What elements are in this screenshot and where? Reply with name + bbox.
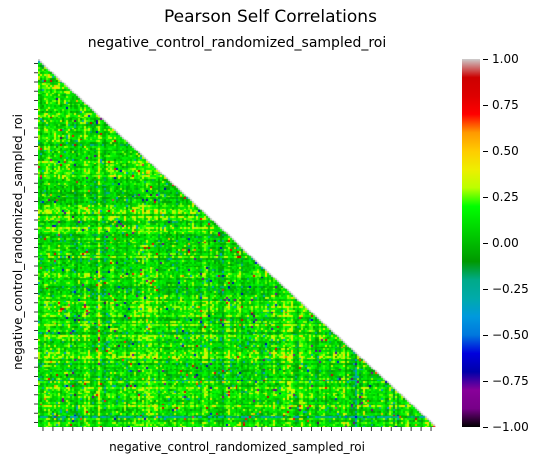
colorbar-tick xyxy=(483,427,488,428)
colorbar-tick xyxy=(483,335,488,336)
colorbar-tick xyxy=(483,243,488,244)
colorbar-tick xyxy=(483,197,488,198)
colorbar-tick-label: 0.00 xyxy=(492,236,519,250)
colorbar-tick-label: −0.25 xyxy=(492,282,529,296)
colorbar-tick xyxy=(483,59,488,60)
colorbar-tick xyxy=(483,381,488,382)
colorbar-tick-label: 0.50 xyxy=(492,144,519,158)
colorbar-tick-label: 1.00 xyxy=(492,52,519,66)
colorbar-tick-label: −1.00 xyxy=(492,420,529,434)
colorbar-tick-label: 0.75 xyxy=(492,98,519,112)
colorbar-tick-label: −0.75 xyxy=(492,374,529,388)
colorbar-tick xyxy=(483,151,488,152)
x-axis-label: negative_control_randomized_sampled_roi xyxy=(38,440,436,454)
colorbar-tick-label: −0.50 xyxy=(492,328,529,342)
y-axis-label: negative_control_randomized_sampled_roi xyxy=(11,114,25,370)
colorbar-tick xyxy=(483,289,488,290)
colorbar-tick xyxy=(483,105,488,106)
colorbar xyxy=(462,59,480,427)
colorbar-tick-label: 0.25 xyxy=(492,190,519,204)
